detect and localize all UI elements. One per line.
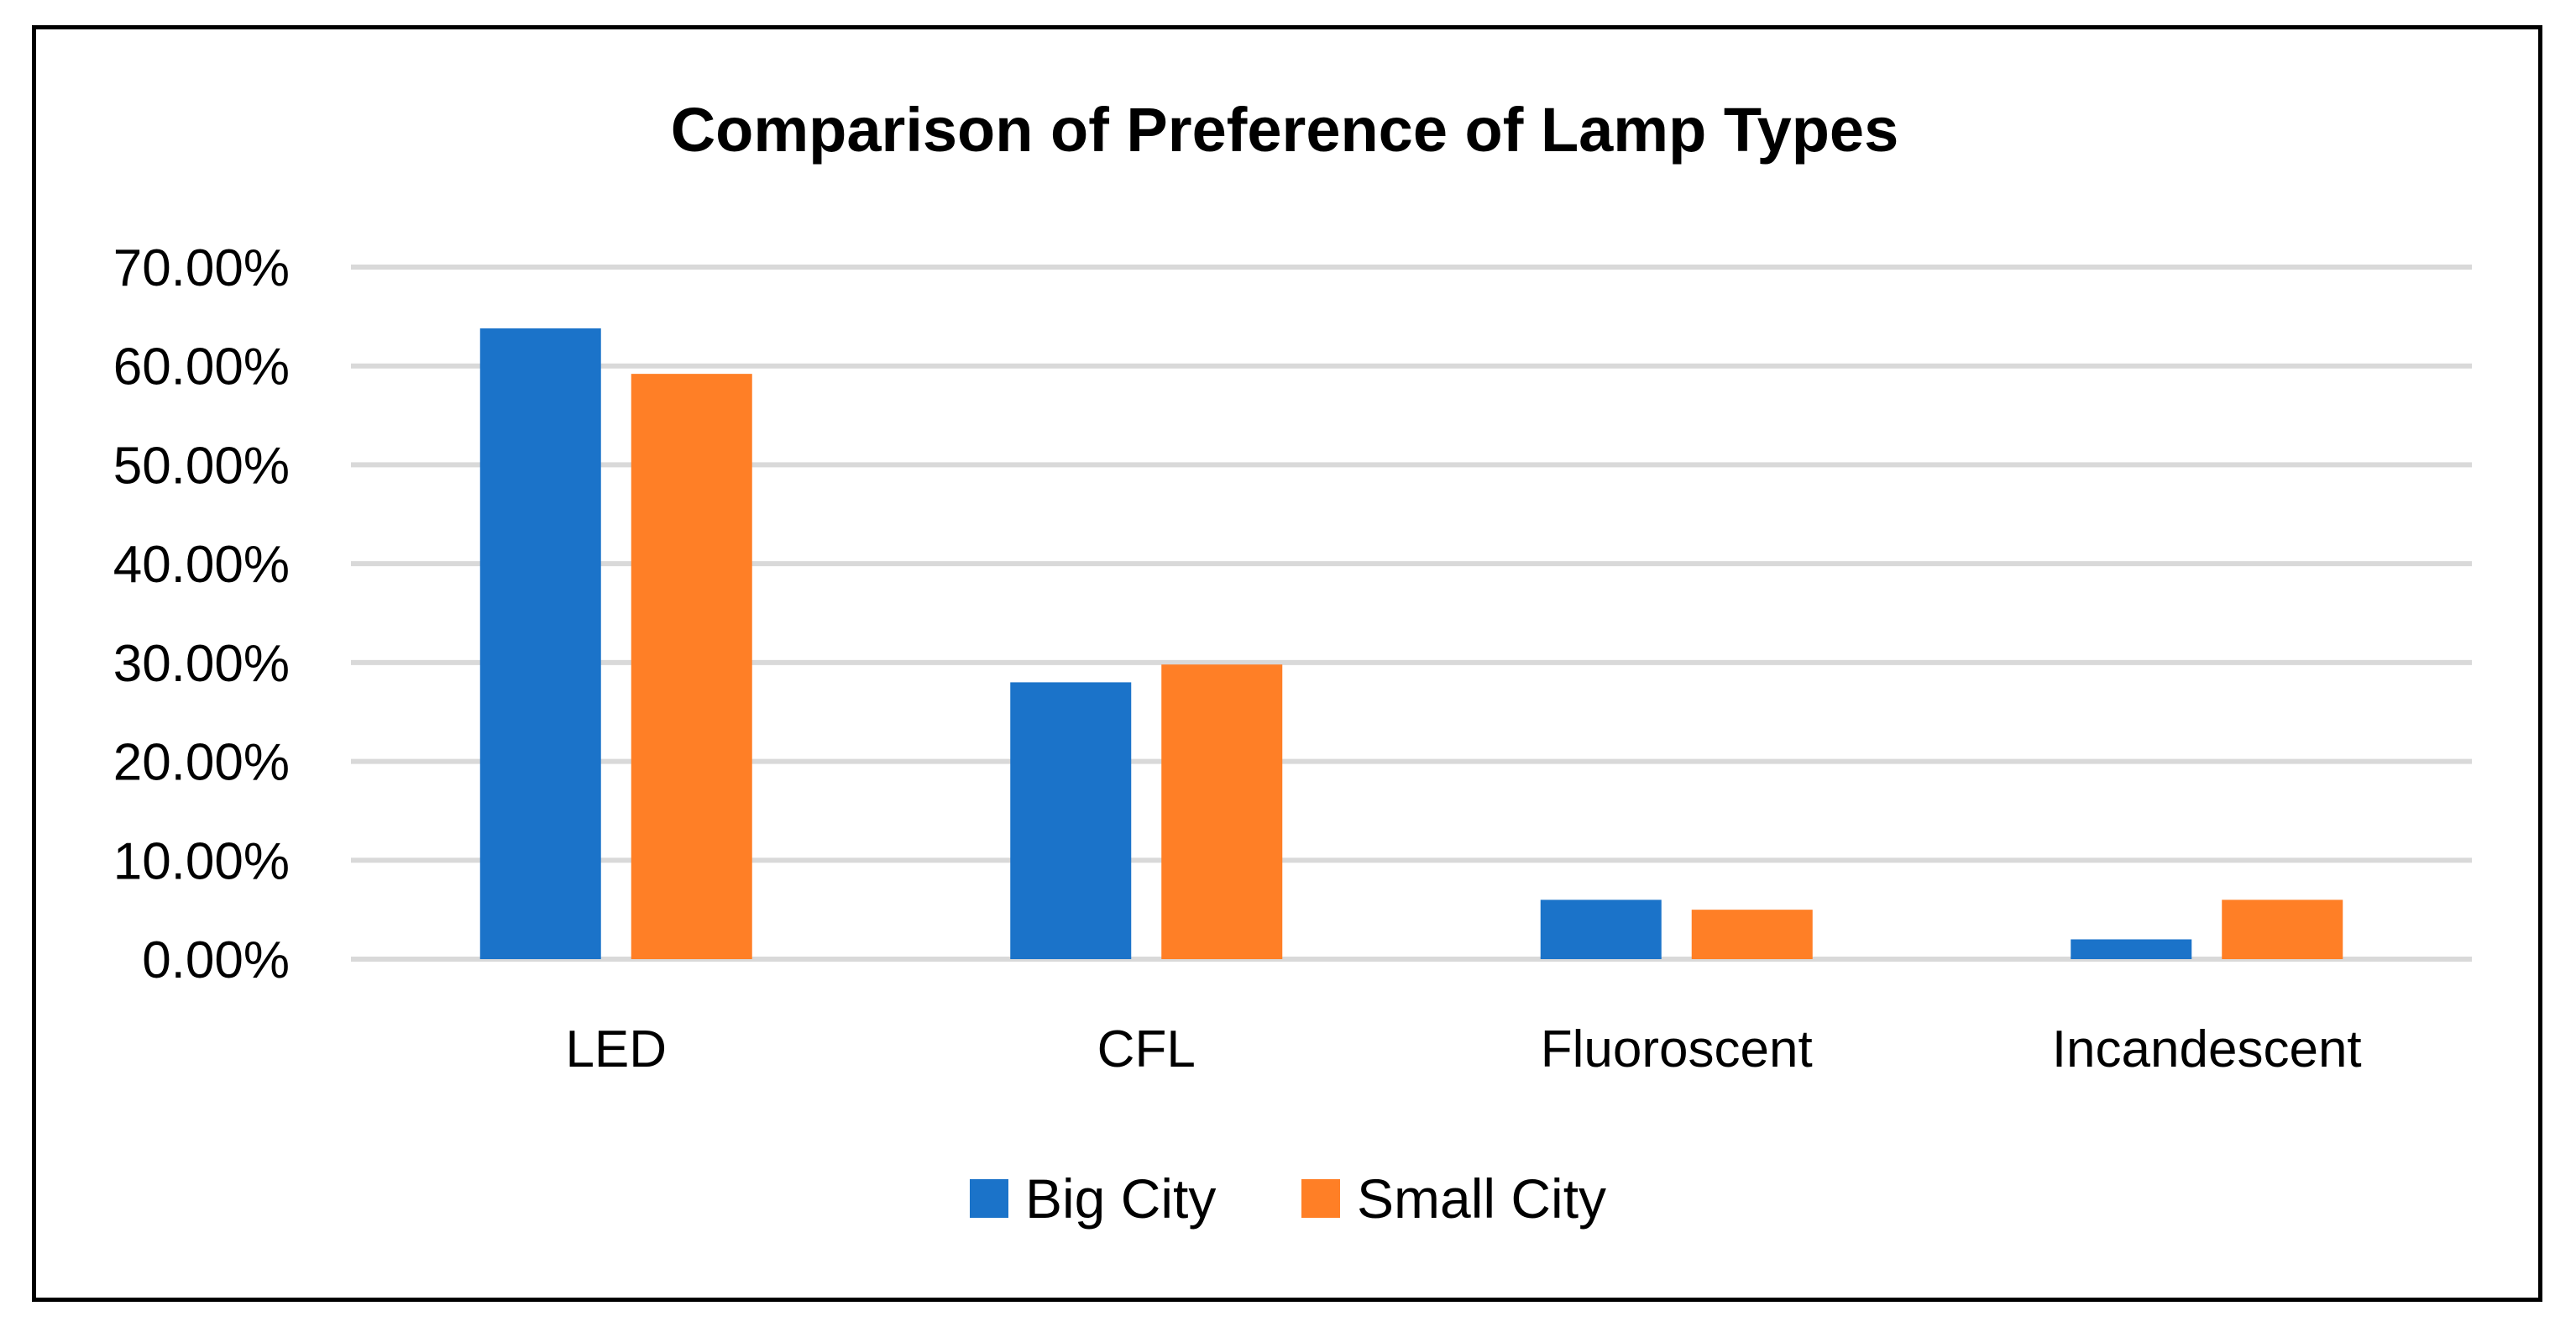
y-tick-label: 0.00% <box>142 931 290 989</box>
bar-big-city-fluoroscent <box>1540 900 1662 959</box>
y-axis-tick-labels: 0.00% 10.00% 20.00% 30.00% 40.00% 50.00% 60.00… <box>113 239 290 989</box>
y-tick-label: 40.00% <box>113 536 290 594</box>
legend-swatch <box>970 1179 1008 1218</box>
x-tick-label: Fluoroscent <box>1541 1020 1813 1078</box>
y-tick-label: 70.00% <box>113 239 290 297</box>
legend-label: Small City <box>1357 1167 1606 1230</box>
x-tick-label: CFL <box>1097 1020 1196 1078</box>
y-tick-label: 20.00% <box>113 734 290 792</box>
y-tick-label: 60.00% <box>113 338 290 396</box>
x-tick-label: Incandescent <box>2052 1020 2362 1078</box>
legend: Big City Small City <box>970 1167 1606 1230</box>
y-tick-label: 30.00% <box>113 635 290 693</box>
bar-big-city-cfl <box>1010 682 1132 959</box>
bars <box>479 328 2343 959</box>
bar-small-city-led <box>631 374 752 959</box>
x-axis-tick-labels: LED CFL Fluoroscent Incandescent <box>565 1020 2361 1078</box>
bar-big-city-led <box>479 328 601 959</box>
y-tick-label: 50.00% <box>113 437 290 495</box>
y-tick-label: 10.00% <box>113 832 290 890</box>
chart-title: Comparison of Preference of Lamp Types <box>671 95 1899 165</box>
bar-small-city-fluoroscent <box>1691 910 1813 959</box>
bar-small-city-incandescent <box>2222 900 2343 959</box>
bar-small-city-cfl <box>1161 664 1283 959</box>
legend-label: Big City <box>1025 1167 1216 1230</box>
legend-swatch <box>1301 1179 1340 1218</box>
bar-big-city-incandescent <box>2071 939 2192 959</box>
x-tick-label: LED <box>565 1020 667 1078</box>
